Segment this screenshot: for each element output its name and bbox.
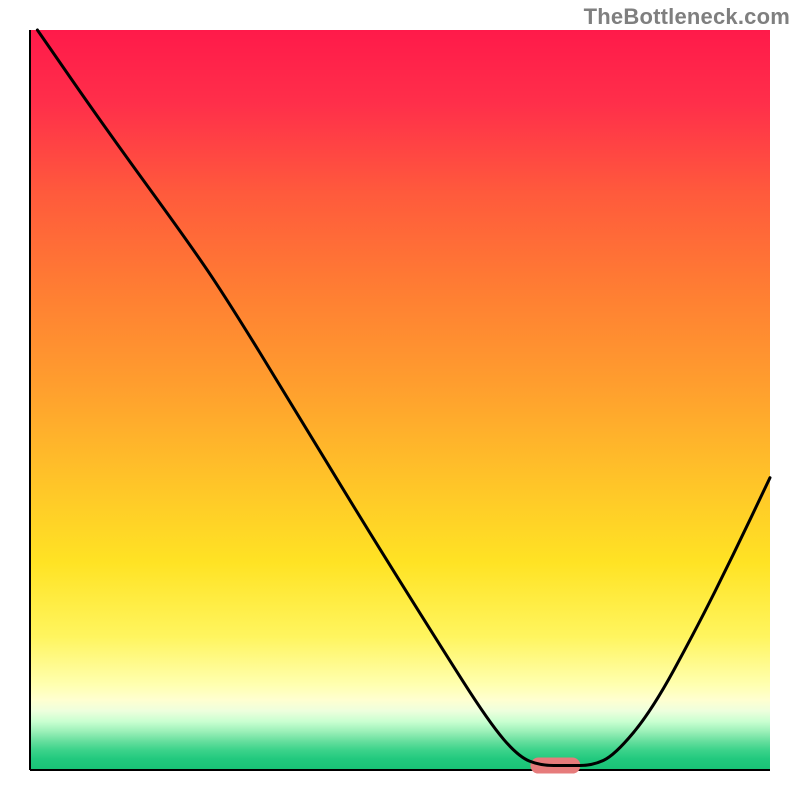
chart-container: TheBottleneck.com <box>0 0 800 800</box>
heat-gradient-background <box>30 30 770 770</box>
watermark-text: TheBottleneck.com <box>584 4 790 30</box>
bottleneck-curve-chart <box>0 0 800 800</box>
